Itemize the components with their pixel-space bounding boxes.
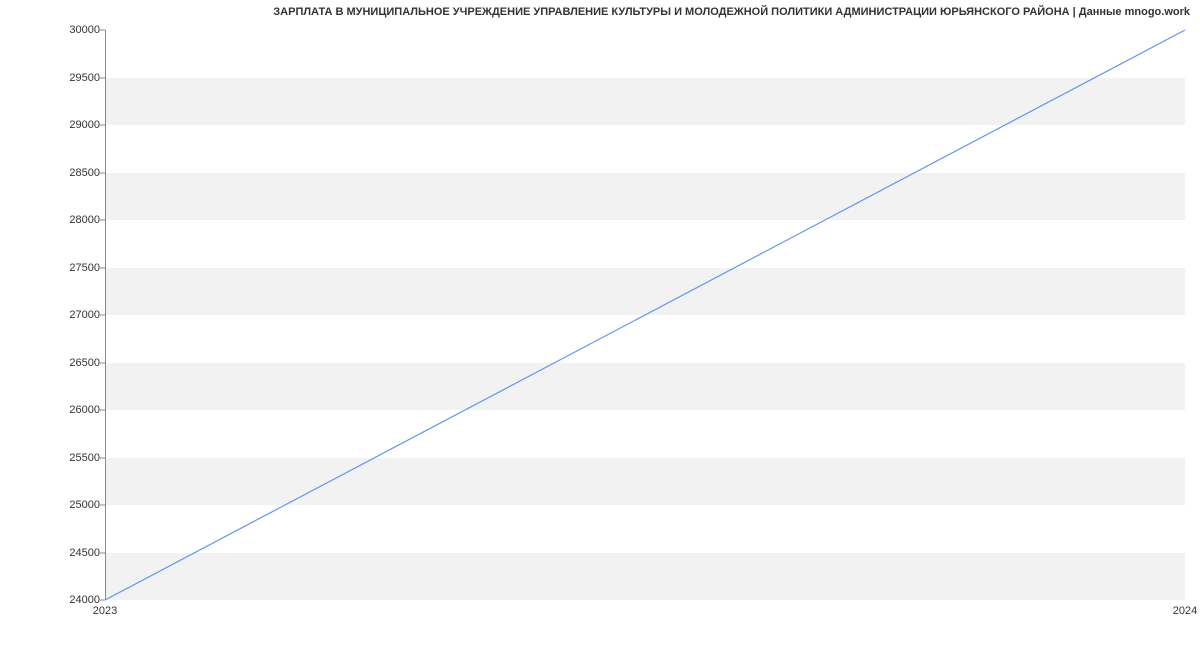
y-tick-mark [100,220,105,221]
chart-title: ЗАРПЛАТА В МУНИЦИПАЛЬНОЕ УЧРЕЖДЕНИЕ УПРА… [273,6,1190,18]
series-line [105,30,1185,600]
y-tick-mark [100,362,105,363]
y-tick-label: 26000 [40,404,100,416]
y-tick-label: 30000 [40,24,100,36]
y-tick-label: 28000 [40,214,100,226]
y-tick-label: 26500 [40,357,100,369]
y-tick-label: 24500 [40,547,100,559]
y-tick-label: 27000 [40,309,100,321]
line-series [105,30,1185,600]
y-tick-label: 27500 [40,262,100,274]
y-tick-mark [100,600,105,601]
y-tick-label: 25000 [40,499,100,511]
y-tick-label: 25500 [40,452,100,464]
y-tick-mark [100,315,105,316]
y-tick-mark [100,30,105,31]
y-tick-mark [100,77,105,78]
y-tick-label: 28500 [40,167,100,179]
y-tick-mark [100,457,105,458]
x-tick-label: 2023 [93,605,117,617]
y-tick-mark [100,505,105,506]
y-tick-label: 24000 [40,594,100,606]
y-tick-mark [100,552,105,553]
y-tick-mark [100,410,105,411]
y-tick-mark [100,125,105,126]
y-tick-label: 29000 [40,119,100,131]
y-tick-label: 29500 [40,72,100,84]
y-tick-mark [100,172,105,173]
y-tick-mark [100,267,105,268]
chart-container: ЗАРПЛАТА В МУНИЦИПАЛЬНОЕ УЧРЕЖДЕНИЕ УПРА… [0,0,1200,650]
x-tick-label: 2024 [1173,605,1197,617]
